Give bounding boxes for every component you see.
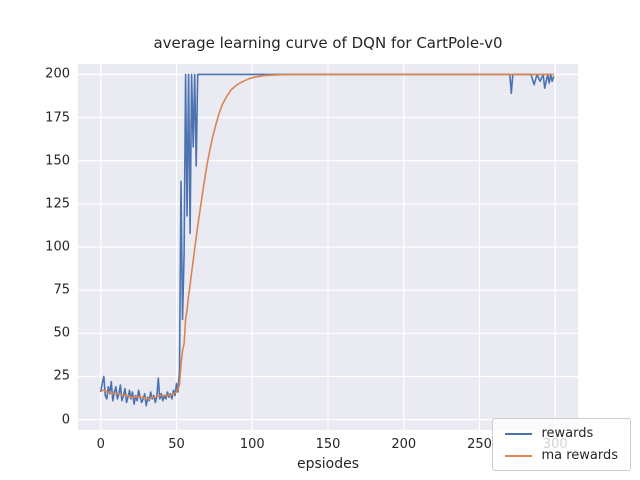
chart-title: average learning curve of DQN for CartPo… — [153, 34, 503, 52]
x-tick-label: 0 — [96, 437, 105, 452]
legend-item-ma-rewards: ma rewards — [505, 449, 618, 462]
y-tick-label: 50 — [53, 325, 70, 341]
x-tick-label: 50 — [168, 437, 185, 452]
y-tick-label: 100 — [45, 239, 70, 255]
y-tick-label: 25 — [53, 368, 70, 384]
y-tick-label: 75 — [53, 282, 70, 298]
legend: rewards ma rewards — [492, 418, 631, 471]
series-line-rewards — [99, 73, 555, 407]
x-tick-label: 150 — [315, 437, 341, 452]
plot-svg — [78, 64, 578, 430]
y-tick-label: 150 — [45, 153, 70, 169]
legend-label-ma-rewards: ma rewards — [541, 448, 618, 463]
y-tick-label: 200 — [45, 66, 70, 82]
legend-label-rewards: rewards — [541, 426, 594, 441]
legend-item-rewards: rewards — [505, 427, 618, 440]
series-line-ma-rewards — [100, 73, 554, 400]
plot-area — [78, 64, 578, 430]
y-tick-label: 175 — [45, 110, 70, 126]
x-axis-label: epsiodes — [296, 456, 360, 472]
y-tick-label: 125 — [45, 196, 70, 212]
legend-swatch-1 — [505, 454, 533, 457]
x-tick-label: 200 — [391, 437, 417, 452]
x-tick-label: 250 — [467, 437, 492, 452]
legend-swatch-0 — [505, 432, 533, 435]
y-tick-label: 0 — [61, 412, 70, 428]
x-tick-label: 100 — [239, 437, 265, 452]
